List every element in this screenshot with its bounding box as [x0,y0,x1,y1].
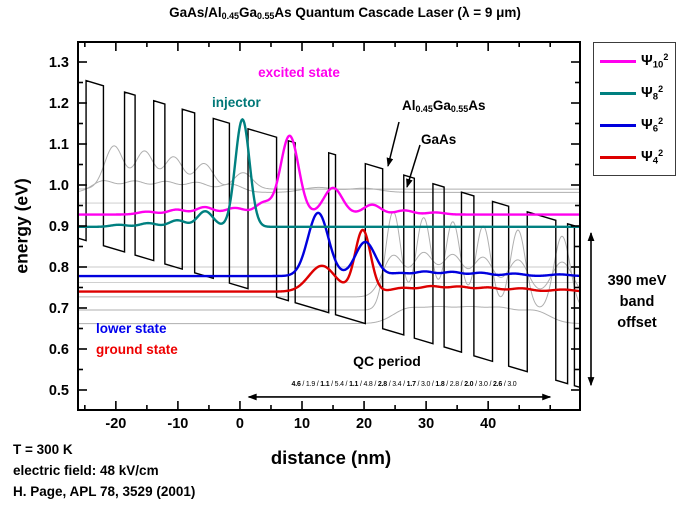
y-axis-title: energy (eV) [11,178,32,274]
legend-item-psi4: Ψ42 [594,142,675,172]
algaas-barrier-label: Al0.45Ga0.55As [402,98,486,115]
x-tick-label: 30 [418,416,434,432]
x-tick-label: -10 [167,416,188,432]
lower-state-label: lower state [96,321,167,336]
x-tick-label: 40 [480,416,496,432]
legend: Ψ102 Ψ82 Ψ62 Ψ42 [593,42,676,176]
y-tick-label: 0.7 [49,301,69,317]
algaas-pointer-arrow [386,121,400,167]
electric-field-note: electric field: 48 kV/cm [13,463,159,478]
y-tick-label: 0.6 [49,342,69,358]
legend-item-psi8: Ψ82 [594,78,675,108]
ground-state-label: ground state [96,342,178,357]
y-tick-label: 0.8 [49,260,69,276]
legend-line [600,155,636,159]
background-wavefunction [78,305,580,325]
legend-item-psi6: Ψ62 [594,110,675,140]
x-tick-label: 10 [294,416,310,432]
y-tick-label: 0.9 [49,219,69,235]
legend-line [600,123,636,127]
legend-item-psi10: Ψ102 [594,46,675,76]
qc-period-label: QC period [353,353,421,369]
y-tick-label: 1.0 [49,178,69,194]
wavefunction-psi10 [78,134,580,216]
x-tick-label: 20 [356,416,372,432]
gaas-well-label: GaAs [421,132,457,147]
wavefunction-psi6 [78,211,580,278]
injector-label: injector [212,95,261,110]
legend-label: Ψ42 [641,147,664,167]
legend-line [600,91,636,95]
excited-state-label: excited state [258,65,340,80]
conduction-band-profile [78,79,580,389]
legend-label: Ψ62 [641,115,664,135]
y-tick-label: 0.5 [49,383,69,399]
x-axis-title: distance (nm) [270,447,392,468]
x-tick-label: 0 [236,416,244,432]
temperature-note: T = 300 K [13,442,73,457]
gaas-pointer-arrow [406,144,421,188]
reference-note: H. Page, APL 78, 3529 (2001) [13,484,196,499]
wavefunction-psi4 [78,228,580,293]
legend-line [600,59,636,63]
band-offset-label: 390 meV band offset [607,273,667,331]
legend-label: Ψ82 [641,83,664,103]
y-tick-label: 1.3 [49,55,69,71]
figure-title: GaAs/Al0.45Ga0.55As Quantum Cascade Lase… [169,5,521,22]
wavefunction-psi8 [78,117,580,229]
layer-sequence-label: 4.6 / 1.9 / 1.1 / 5.4 / 1.1 / 4.8 / 2.8 … [291,381,517,388]
y-tick-label: 1.2 [49,96,69,112]
x-tick-label: -20 [105,416,126,432]
legend-label: Ψ102 [641,51,669,71]
y-tick-label: 1.1 [49,137,69,153]
